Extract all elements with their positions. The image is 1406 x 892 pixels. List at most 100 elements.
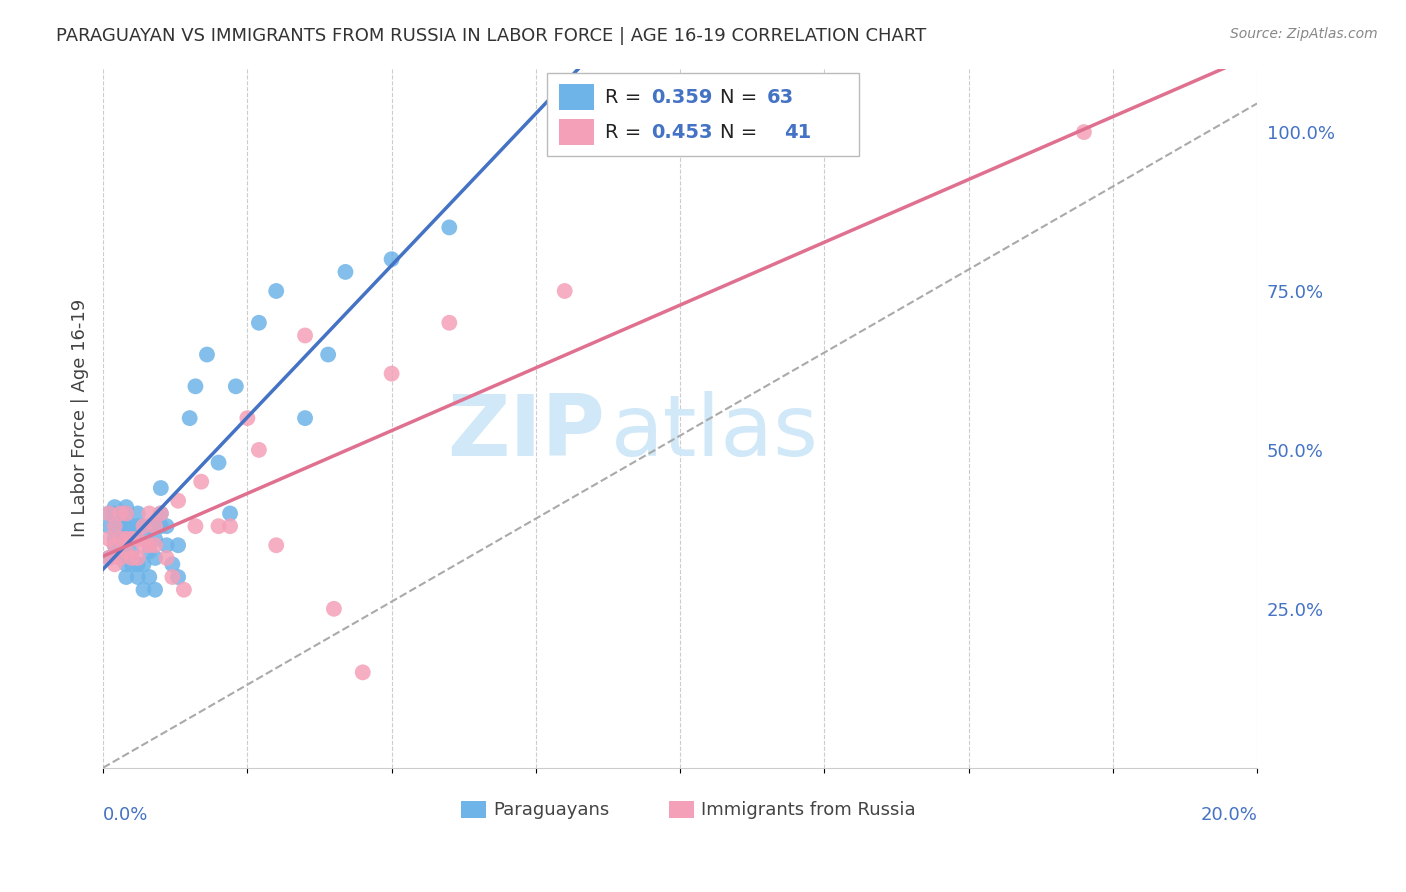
Point xyxy=(104,538,127,552)
Point xyxy=(143,551,166,566)
Point xyxy=(104,519,127,533)
Point xyxy=(110,532,132,546)
Point xyxy=(554,284,576,298)
Point xyxy=(115,532,138,546)
Point xyxy=(316,347,339,361)
Point xyxy=(155,538,177,552)
FancyBboxPatch shape xyxy=(560,84,593,111)
Text: N =: N = xyxy=(720,87,763,107)
Point xyxy=(143,538,166,552)
Point xyxy=(110,525,132,540)
Point xyxy=(121,558,143,572)
Point xyxy=(132,532,155,546)
Text: ZIP: ZIP xyxy=(447,391,605,474)
Point xyxy=(264,538,287,552)
Text: 20.0%: 20.0% xyxy=(1201,806,1257,824)
Point xyxy=(127,519,149,533)
Point xyxy=(162,570,184,584)
Point xyxy=(184,519,207,533)
Point xyxy=(247,316,270,330)
Point xyxy=(207,519,229,533)
Point xyxy=(219,507,242,521)
Point xyxy=(104,500,127,514)
Point xyxy=(127,532,149,546)
Point xyxy=(110,538,132,552)
Point xyxy=(173,582,195,597)
Point xyxy=(335,265,357,279)
Point xyxy=(149,481,172,495)
Point xyxy=(121,551,143,566)
Point xyxy=(110,551,132,566)
Point xyxy=(143,582,166,597)
Point xyxy=(110,507,132,521)
Point xyxy=(138,538,160,552)
Point xyxy=(352,665,374,680)
Point xyxy=(104,507,127,521)
Point xyxy=(247,442,270,457)
Text: 0.359: 0.359 xyxy=(651,87,713,107)
Point xyxy=(132,558,155,572)
Point xyxy=(167,570,190,584)
Point xyxy=(104,519,127,533)
Point xyxy=(138,570,160,584)
Point xyxy=(439,220,461,235)
Point xyxy=(162,558,184,572)
Point xyxy=(115,507,138,521)
Point xyxy=(127,507,149,521)
Point xyxy=(97,507,120,521)
Point xyxy=(143,532,166,546)
Point xyxy=(138,507,160,521)
Point xyxy=(97,551,120,566)
Point xyxy=(184,379,207,393)
FancyBboxPatch shape xyxy=(547,73,859,156)
Point xyxy=(167,493,190,508)
Point xyxy=(149,519,172,533)
Y-axis label: In Labor Force | Age 16-19: In Labor Force | Age 16-19 xyxy=(72,299,89,537)
Point xyxy=(143,519,166,533)
Text: 0.453: 0.453 xyxy=(651,122,713,142)
Point xyxy=(381,367,404,381)
Point xyxy=(225,379,247,393)
Text: atlas: atlas xyxy=(610,391,818,474)
Point xyxy=(115,558,138,572)
Point xyxy=(264,284,287,298)
Point xyxy=(121,519,143,533)
Text: R =: R = xyxy=(605,87,648,107)
Point xyxy=(195,347,218,361)
Point xyxy=(110,507,132,521)
Text: Source: ZipAtlas.com: Source: ZipAtlas.com xyxy=(1230,27,1378,41)
Point xyxy=(132,519,155,533)
Point xyxy=(127,551,149,566)
Text: 0.0%: 0.0% xyxy=(103,806,149,824)
Point xyxy=(149,507,172,521)
Point xyxy=(104,538,127,552)
Point xyxy=(110,519,132,533)
Point xyxy=(121,532,143,546)
FancyBboxPatch shape xyxy=(461,800,486,818)
Point xyxy=(138,519,160,533)
Point xyxy=(97,551,120,566)
Point xyxy=(121,532,143,546)
Point xyxy=(294,328,316,343)
Point xyxy=(132,519,155,533)
Point xyxy=(138,544,160,558)
Point xyxy=(115,507,138,521)
Point xyxy=(155,519,177,533)
Text: Paraguayans: Paraguayans xyxy=(494,801,609,819)
Text: 63: 63 xyxy=(766,87,794,107)
Point xyxy=(127,532,149,546)
Point xyxy=(1073,125,1095,139)
Point xyxy=(97,519,120,533)
Point xyxy=(132,538,155,552)
Point xyxy=(115,519,138,533)
Point xyxy=(110,544,132,558)
Point xyxy=(167,538,190,552)
Point xyxy=(190,475,212,489)
Point xyxy=(179,411,201,425)
Text: 41: 41 xyxy=(785,122,811,142)
Point xyxy=(132,582,155,597)
Point xyxy=(127,570,149,584)
Point xyxy=(104,532,127,546)
Text: Immigrants from Russia: Immigrants from Russia xyxy=(700,801,915,819)
Point xyxy=(97,532,120,546)
